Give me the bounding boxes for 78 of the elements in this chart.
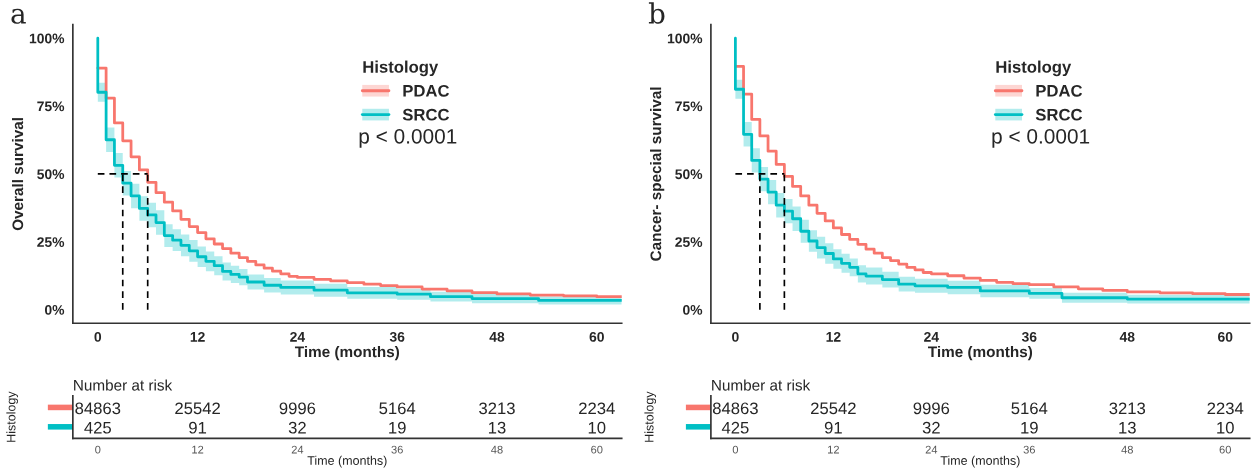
x-tick-label: 0: [95, 445, 101, 454]
legend-label: SRCC: [402, 108, 450, 121]
y-tick-label: 0%: [683, 305, 703, 315]
legend-title: Histology: [363, 60, 439, 77]
x-tick-label: 12: [192, 445, 204, 454]
x-tick-label: 36: [391, 445, 403, 454]
y-tick-label: 25%: [675, 237, 703, 247]
data-label: 2234: [1207, 402, 1244, 415]
annotation: p < 0.0001: [992, 128, 1090, 148]
x-axis-title: Time (months): [927, 345, 1033, 361]
chart-title: b: [648, 2, 665, 24]
data-label: 2234: [579, 402, 615, 415]
data-label: 13: [488, 421, 506, 434]
data-label: 3213: [479, 402, 515, 415]
y-tick-label: 75%: [675, 101, 703, 112]
data-label: 425: [721, 421, 749, 434]
data-label: 25542: [811, 402, 856, 415]
x-tick-label: 36: [1023, 445, 1035, 454]
data-label: 5164: [1011, 402, 1048, 415]
y-tick-label: 100%: [29, 33, 65, 44]
chart-title: Number at risk: [74, 379, 173, 391]
data-label: 13: [1119, 421, 1136, 434]
x-tick-label: 24: [925, 445, 938, 454]
y-tick-label: 75%: [37, 101, 65, 112]
x-axis-title: Time (months): [294, 345, 400, 361]
data-label: 91: [824, 421, 842, 434]
x-tick-label: 24: [924, 331, 939, 342]
data-label: 9996: [279, 402, 316, 415]
data-label: 19: [389, 421, 406, 434]
y-axis-title: Cancer- special survival: [650, 87, 665, 261]
x-tick-label: 12: [828, 445, 839, 454]
y-tick-label: 0%: [44, 305, 65, 315]
data-label: 9996: [913, 402, 950, 415]
chart-title: a: [11, 8, 26, 24]
x-tick-label: 36: [389, 331, 405, 342]
legend-label: PDAC: [1036, 84, 1083, 97]
x-tick-label: 0: [732, 445, 739, 454]
data-label: 32: [288, 421, 306, 434]
data-label: 25542: [175, 402, 220, 415]
data-label: 5164: [379, 402, 416, 415]
chart-title: Number at risk: [712, 379, 811, 391]
x-tick-label: 48: [489, 331, 505, 342]
x-axis-title: Time (months): [307, 455, 387, 468]
data-label: 19: [1021, 421, 1038, 434]
x-tick-label: 60: [589, 331, 604, 342]
x-axis-title: Time (months): [940, 455, 1020, 468]
y-tick-label: 100%: [667, 33, 703, 44]
x-tick-label: 36: [1021, 331, 1037, 342]
data-label: 32: [922, 421, 940, 434]
x-tick-label: 0: [94, 331, 102, 342]
y-tick-label: 50%: [37, 169, 65, 180]
x-tick-label: 60: [1218, 331, 1233, 342]
x-tick-label: 24: [291, 445, 304, 454]
x-tick-label: 24: [290, 331, 306, 342]
legend-label: PDAC: [403, 84, 450, 97]
y-tick-label: 25%: [37, 237, 65, 247]
y-axis-title: Histology: [644, 391, 657, 442]
legend-title: Histology: [996, 60, 1072, 77]
x-tick-label: 12: [190, 331, 205, 342]
data-label: 425: [84, 421, 111, 434]
data-label: 91: [189, 421, 207, 434]
y-tick-label: 50%: [675, 169, 703, 180]
x-tick-label: 60: [591, 445, 603, 454]
x-tick-label: 0: [732, 331, 739, 342]
y-axis-title: Overall survival: [11, 118, 24, 231]
data-label: 3213: [1109, 402, 1146, 415]
x-tick-label: 48: [491, 445, 503, 454]
legend-label: SRCC: [1035, 108, 1083, 121]
x-tick-label: 60: [1219, 445, 1231, 454]
x-tick-label: 48: [1121, 445, 1133, 454]
x-tick-label: 12: [826, 331, 841, 342]
data-label: 84863: [712, 402, 758, 415]
y-axis-title: Histology: [6, 391, 18, 442]
annotation: p < 0.0001: [359, 128, 457, 148]
data-label: 10: [588, 421, 606, 434]
data-label: 84863: [75, 402, 121, 415]
data-label: 10: [1217, 421, 1234, 434]
x-tick-label: 48: [1119, 331, 1135, 342]
